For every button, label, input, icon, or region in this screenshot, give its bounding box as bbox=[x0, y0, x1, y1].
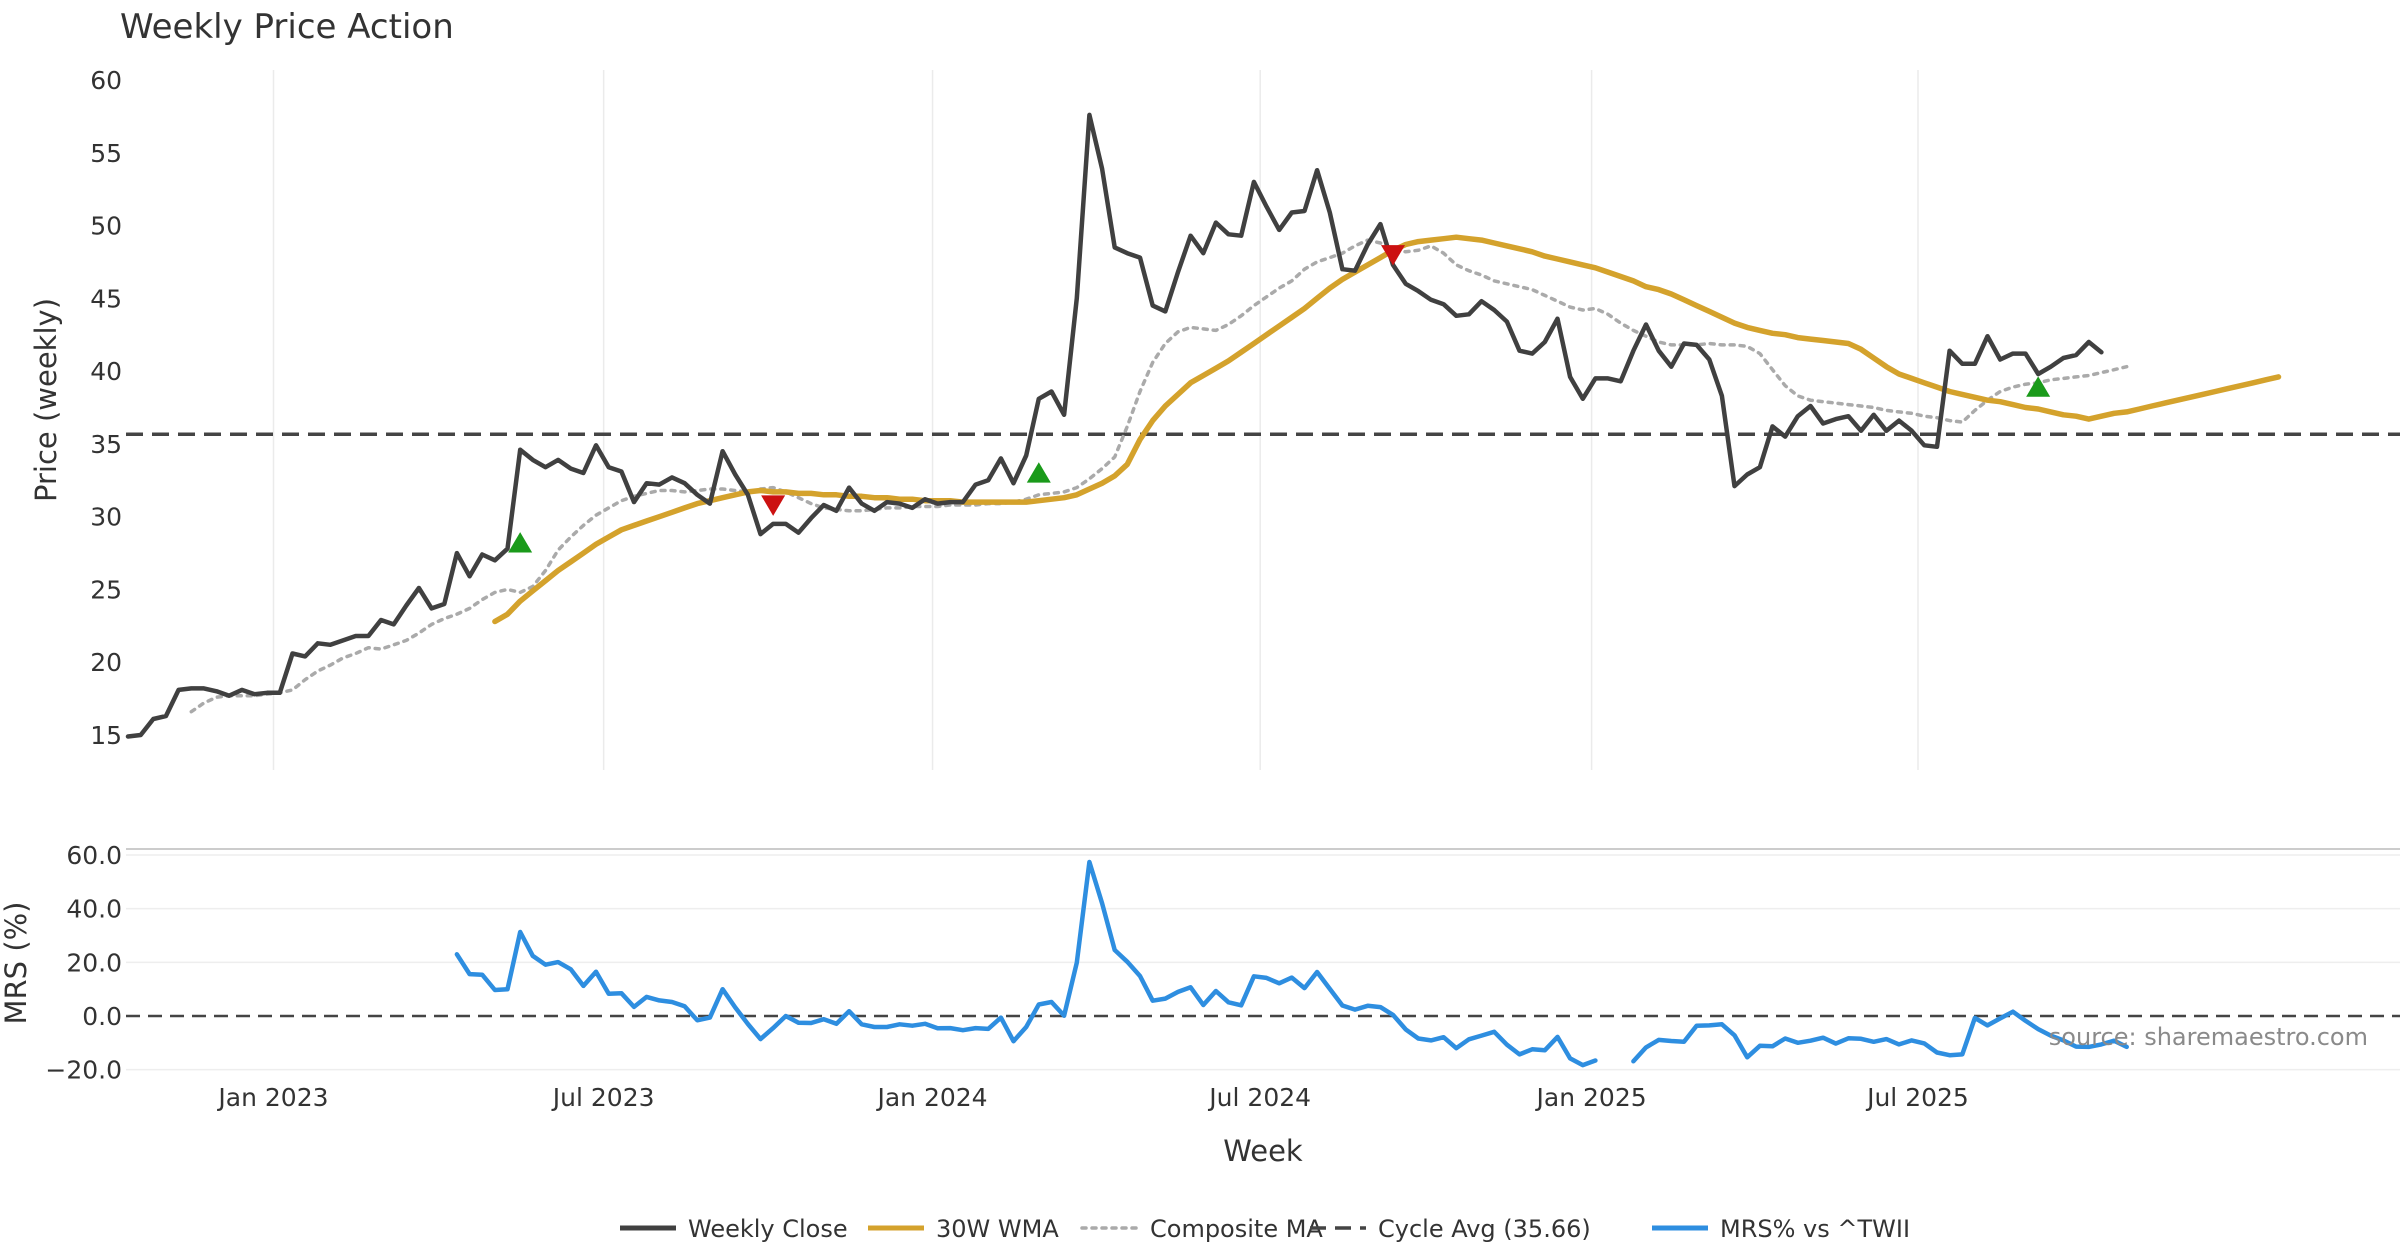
sell-signal-marker bbox=[1381, 245, 1405, 266]
legend-item: Cycle Avg (35.66) bbox=[1310, 1215, 1591, 1243]
price-y-tick-label: 50 bbox=[90, 212, 122, 241]
x-tick-label: Jan 2024 bbox=[875, 1083, 987, 1112]
mrs-y-tick-label: 20.0 bbox=[66, 948, 122, 977]
legend-item: Weekly Close bbox=[620, 1215, 848, 1243]
price-y-tick-label: 40 bbox=[90, 357, 122, 386]
x-tick-label: Jul 2025 bbox=[1865, 1083, 1969, 1112]
price-y-tick-label: 60 bbox=[90, 66, 122, 95]
x-tick-label: Jul 2024 bbox=[1207, 1083, 1311, 1112]
legend-label: 30W WMA bbox=[936, 1215, 1059, 1243]
mrs-gridlines bbox=[126, 854, 2400, 1071]
legend-label: Weekly Close bbox=[688, 1215, 848, 1243]
watermark-text: source: sharemaestro.com bbox=[2049, 1023, 2368, 1051]
x-axis-label: Week bbox=[1223, 1134, 1303, 1168]
weekly-close-line bbox=[125, 112, 2104, 739]
x-tick-label: Jan 2025 bbox=[1535, 1083, 1647, 1112]
mrs-panel: 60.0 40.0 20.0 0.0 −20.0 MRS (%) source: sha… bbox=[0, 841, 2400, 1168]
price-y-tick-label: 35 bbox=[90, 430, 122, 459]
price-y-tick-label: 55 bbox=[90, 139, 122, 168]
legend-item: Composite MA bbox=[1080, 1215, 1323, 1243]
composite-ma-line bbox=[189, 238, 2129, 714]
chart-title: Weekly Price Action bbox=[120, 7, 454, 47]
price-gridlines bbox=[272, 70, 1919, 770]
price-y-tick-label: 20 bbox=[90, 648, 122, 677]
x-axis: Jan 2023 Jul 2023 Jan 2024 Jul 2024 Jan 2025… bbox=[216, 1083, 1968, 1112]
mrs-y-tick-label: 60.0 bbox=[66, 841, 122, 870]
wma-30w-line bbox=[492, 234, 2282, 625]
price-y-tick-label: 45 bbox=[90, 284, 122, 313]
mrs-y-axis-label: MRS (%) bbox=[0, 902, 33, 1025]
legend: Weekly Close 30W WMA Composite MA Cycle Avg… bbox=[620, 1215, 1910, 1243]
legend-label: MRS% vs ^TWII bbox=[1720, 1215, 1910, 1243]
legend-label: Composite MA bbox=[1150, 1215, 1323, 1243]
mrs-series-group bbox=[126, 859, 2400, 1068]
price-y-tick-label: 30 bbox=[90, 503, 122, 532]
signal-markers bbox=[508, 245, 2051, 553]
mrs-y-tick-label: 0.0 bbox=[82, 1002, 122, 1031]
sell-signal-marker bbox=[761, 495, 786, 516]
mrs-line bbox=[454, 859, 1598, 1068]
mrs-y-axis: 60.0 40.0 20.0 0.0 −20.0 bbox=[45, 841, 122, 1085]
price-y-axis: 15 20 25 30 35 40 45 50 55 60 bbox=[90, 66, 122, 750]
buy-signal-marker bbox=[508, 532, 533, 553]
price-y-axis-label: Price (weekly) bbox=[29, 298, 63, 502]
legend-item: MRS% vs ^TWII bbox=[1652, 1215, 1910, 1243]
x-tick-label: Jan 2023 bbox=[216, 1083, 328, 1112]
mrs-y-tick-label: −20.0 bbox=[45, 1056, 122, 1085]
mrs-y-tick-label: 40.0 bbox=[66, 895, 122, 924]
price-y-tick-label: 25 bbox=[90, 575, 122, 604]
buy-signal-marker bbox=[2026, 376, 2051, 397]
price-y-tick-label: 15 bbox=[90, 721, 122, 750]
price-series-group bbox=[125, 112, 2400, 739]
x-tick-label: Jul 2023 bbox=[551, 1083, 655, 1112]
legend-item: 30W WMA bbox=[868, 1215, 1059, 1243]
buy-signal-marker bbox=[1026, 462, 1051, 483]
price-panel: 15 20 25 30 35 40 45 50 55 60 Price (weekly) bbox=[29, 66, 2400, 770]
mrs-line bbox=[1631, 1009, 2129, 1064]
legend-label: Cycle Avg (35.66) bbox=[1378, 1215, 1591, 1243]
